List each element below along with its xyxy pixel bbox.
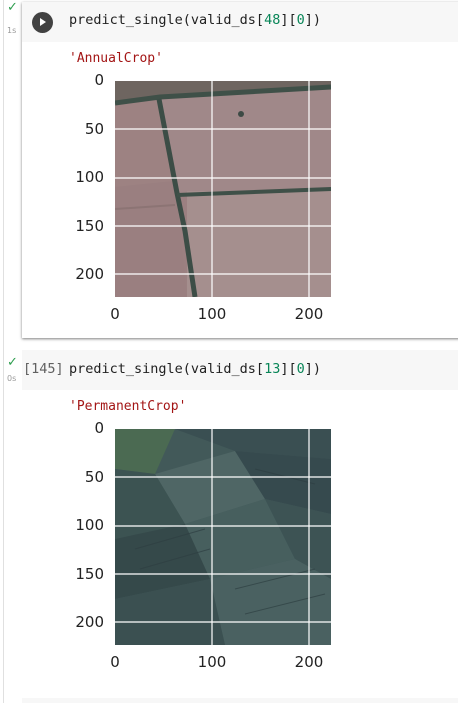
execution-time: 0s	[7, 374, 17, 383]
satellite-image-permanent-crop	[115, 429, 331, 645]
code-subindex: 0	[296, 12, 305, 28]
y-tick-label: 200	[75, 265, 104, 283]
success-check-icon: ✓	[7, 0, 18, 15]
x-tick-label: 100	[197, 305, 227, 323]
code-editor-area[interactable]	[22, 2, 458, 42]
y-tick-label: 50	[84, 120, 104, 138]
image-plot	[115, 81, 331, 297]
y-tick-label: 150	[75, 217, 104, 235]
code-editor-area[interactable]	[22, 350, 458, 390]
code-call: predict_single(valid_ds[	[69, 12, 265, 28]
satellite-image-annual-crop	[115, 81, 331, 297]
code-subindex: 0	[296, 361, 305, 377]
y-tick-label: 0	[94, 71, 104, 89]
x-tick-label: 0	[110, 305, 120, 323]
success-check-icon: ✓	[7, 355, 18, 370]
code-index: 13	[264, 361, 281, 377]
y-tick-label: 100	[75, 516, 104, 534]
y-tick-label: 50	[84, 468, 104, 486]
y-tick-label: 0	[94, 419, 104, 437]
code-index: 48	[264, 12, 281, 28]
run-cell-button[interactable]	[32, 12, 53, 33]
output-label: 'PermanentCrop'	[69, 399, 187, 414]
execution-time: 1s	[7, 26, 17, 35]
code-close: ])	[304, 12, 322, 28]
next-cell-edge	[22, 698, 458, 703]
image-plot	[115, 429, 331, 645]
code-close: ])	[304, 361, 322, 377]
code-line[interactable]: predict_single(valid_ds[48][0])	[69, 12, 321, 28]
notebook-gutter-line	[3, 0, 4, 703]
code-bracket: ][	[280, 361, 297, 377]
code-call: predict_single(valid_ds[	[69, 361, 265, 377]
x-tick-label: 0	[110, 653, 120, 671]
code-bracket: ][	[280, 12, 297, 28]
y-tick-label: 150	[75, 565, 104, 583]
x-tick-label: 200	[294, 653, 324, 671]
y-tick-label: 200	[75, 613, 104, 631]
execution-count: [145]	[23, 361, 64, 377]
code-line[interactable]: predict_single(valid_ds[13][0])	[69, 361, 321, 377]
output-label: 'AnnualCrop'	[69, 51, 163, 66]
y-tick-label: 100	[75, 168, 104, 186]
x-tick-label: 200	[294, 305, 324, 323]
x-tick-label: 100	[197, 653, 227, 671]
